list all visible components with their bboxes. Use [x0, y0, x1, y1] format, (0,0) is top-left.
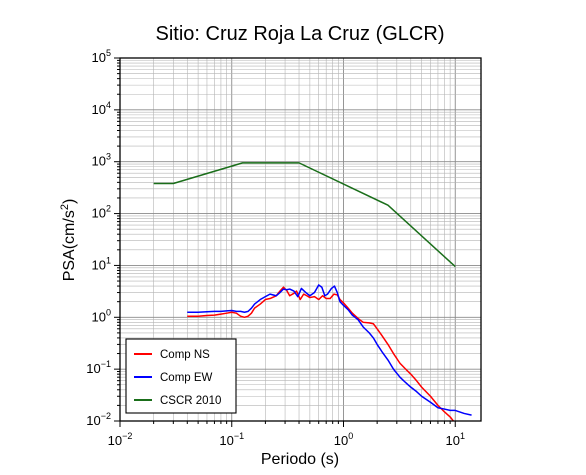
y-tick-label-exp: −1 [101, 359, 111, 369]
y-tick-label-exp: 0 [106, 307, 111, 317]
x-tick-label: 10−2 [108, 431, 133, 448]
y-tick-label-base: 10 [86, 361, 100, 376]
x-axis-label: Periodo (s) [261, 451, 339, 468]
y-axis-label-base: PSA(cm/s [61, 210, 78, 281]
plot-frame [119, 57, 482, 422]
x-tick-label-exp: −1 [234, 431, 244, 441]
x-tick-label: 101 [446, 431, 465, 448]
y-tick-label-base: 10 [86, 413, 100, 428]
y-tick-label-exp: 4 [106, 100, 111, 110]
y-tick-label: 100 [92, 307, 111, 324]
x-tick-label-base: 10 [108, 433, 122, 448]
grid [119, 57, 481, 422]
chart-title: Sitio: Cruz Roja La Cruz (GLCR) [156, 23, 445, 45]
x-tick-label-base: 10 [219, 433, 233, 448]
y-tick-label-base: 10 [92, 50, 106, 65]
y-tick-label-base: 10 [92, 154, 106, 169]
x-tick-label-exp: −2 [122, 431, 132, 441]
legend: Comp NS Comp EW CSCR 2010 [125, 338, 237, 414]
y-tick-label-exp: 5 [106, 48, 111, 58]
y-tick-label: 10−1 [86, 359, 111, 376]
y-tick-label-base: 10 [92, 206, 106, 221]
y-tick-label: 102 [92, 204, 111, 221]
y-tick-label: 10−2 [86, 411, 111, 428]
x-tick-label-exp: 1 [460, 431, 465, 441]
y-tick-label-base: 10 [92, 102, 106, 117]
y-tick-label: 101 [92, 255, 111, 272]
x-tick-label: 100 [334, 431, 353, 448]
y-tick-label-exp: 3 [106, 152, 111, 162]
y-tick-label-base: 10 [92, 257, 106, 272]
y-tick-label-exp: 2 [106, 204, 111, 214]
x-tick-label-exp: 0 [348, 431, 353, 441]
y-tick-label-exp: −2 [101, 411, 111, 421]
y-tick-label-exp: 1 [106, 255, 111, 265]
legend-label: Comp EW [160, 372, 213, 384]
series-line-cscr-2010 [153, 162, 456, 268]
series-layer [153, 162, 472, 421]
series-line-comp-ns [187, 286, 455, 421]
y-axis-label: PSA(cm/s2) [59, 199, 78, 282]
y-tick-label: 103 [92, 152, 111, 169]
series-line-comp-ew [187, 284, 472, 416]
y-axis-label-end: ) [61, 199, 78, 204]
y-tick-label: 105 [92, 48, 111, 65]
x-tick-label-base: 10 [446, 433, 460, 448]
y-tick-label: 104 [92, 100, 111, 117]
y-axis-label-sup: 2 [59, 204, 71, 210]
legend-label: Comp NS [160, 349, 210, 361]
legend-label: CSCR 2010 [160, 395, 221, 407]
x-tick-label: 10−1 [219, 431, 244, 448]
x-tick-label-base: 10 [334, 433, 348, 448]
y-tick-label-base: 10 [92, 309, 106, 324]
